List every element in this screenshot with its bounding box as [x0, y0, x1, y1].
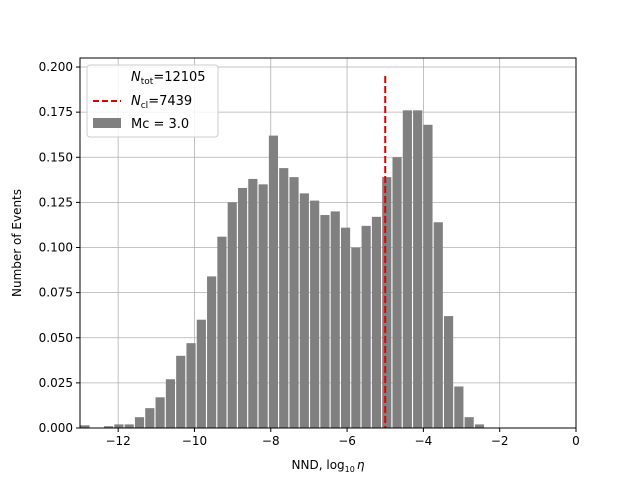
bar-6 — [155, 397, 165, 428]
bar-2 — [114, 424, 124, 428]
bar-5 — [145, 408, 155, 428]
bar-21 — [310, 200, 320, 428]
bar-34 — [443, 316, 454, 428]
bar-9 — [186, 343, 196, 428]
bar-8 — [176, 355, 186, 428]
bar-3 — [124, 424, 134, 428]
x-tick-label-4: −4 — [415, 434, 433, 448]
bar-28 — [382, 177, 392, 428]
y-tick-label-5: 0.125 — [39, 195, 73, 209]
bar-24 — [340, 227, 351, 428]
y-tick-label-6: 0.150 — [39, 150, 73, 164]
bar-15 — [248, 178, 258, 428]
bar-18 — [279, 168, 289, 428]
x-axis-ticks: −12 −10 −8 −6 −4 −2 0 — [105, 428, 580, 448]
plot-frame — [79, 57, 577, 429]
bar-22 — [320, 215, 330, 428]
x-tick-label-6: 0 — [572, 434, 580, 448]
legend-entry-clustered: Ncl=7439 — [131, 94, 192, 111]
bar-35 — [454, 386, 464, 428]
y-tick-label-4: 0.100 — [39, 241, 73, 255]
bar-30 — [402, 110, 412, 428]
bar-37 — [474, 424, 485, 428]
bar-12 — [217, 236, 227, 428]
bar-4 — [134, 417, 145, 428]
y-tick-label-8: 0.200 — [39, 60, 73, 74]
bar-31 — [413, 110, 423, 428]
bar-19 — [289, 177, 299, 428]
x-tick-label-0: −12 — [105, 434, 130, 448]
bar-11 — [207, 276, 217, 428]
y-tick-label-2: 0.050 — [39, 331, 73, 345]
bar-16 — [258, 184, 268, 428]
x-axis-label: NND, log10 η — [292, 458, 365, 474]
y-axis-label: Number of Events — [10, 189, 24, 297]
y-axis-ticks: 0.000 0.025 0.050 0.075 0.100 0.125 0.150 0.175… — [39, 60, 80, 435]
bar-36 — [464, 417, 474, 428]
bar-25 — [351, 247, 361, 428]
legend-entry-mc: Mc = 3.0 — [131, 117, 189, 132]
y-tick-label-1: 0.025 — [39, 376, 73, 390]
x-tick-label-5: −2 — [491, 434, 509, 448]
bar-14 — [237, 187, 248, 428]
bar-0 — [80, 425, 90, 428]
legend-bar-swatch — [93, 118, 121, 128]
bar-26 — [361, 225, 371, 428]
x-tick-label-2: −8 — [262, 434, 280, 448]
bar-10 — [196, 319, 206, 428]
bar-17 — [268, 135, 279, 429]
bar-29 — [392, 157, 402, 428]
x-tick-label-3: −6 — [338, 434, 356, 448]
x-tick-label-1: −10 — [182, 434, 207, 448]
bar-20 — [299, 193, 309, 428]
y-tick-label-7: 0.175 — [39, 105, 73, 119]
y-tick-label-3: 0.075 — [39, 286, 73, 300]
legend-entry-total: Ntot=12105 — [131, 70, 206, 87]
bar-23 — [330, 211, 340, 428]
legend: Ntot=12105 Ncl=7439 Mc = 3.0 — [86, 64, 219, 138]
bar-27 — [371, 216, 382, 428]
bars-group — [80, 110, 485, 429]
bar-1 — [104, 426, 114, 428]
bar-7 — [165, 379, 176, 428]
bar-33 — [433, 222, 443, 428]
y-tick-label-0: 0.000 — [39, 421, 73, 435]
bar-13 — [227, 202, 237, 428]
bar-32 — [423, 124, 433, 428]
